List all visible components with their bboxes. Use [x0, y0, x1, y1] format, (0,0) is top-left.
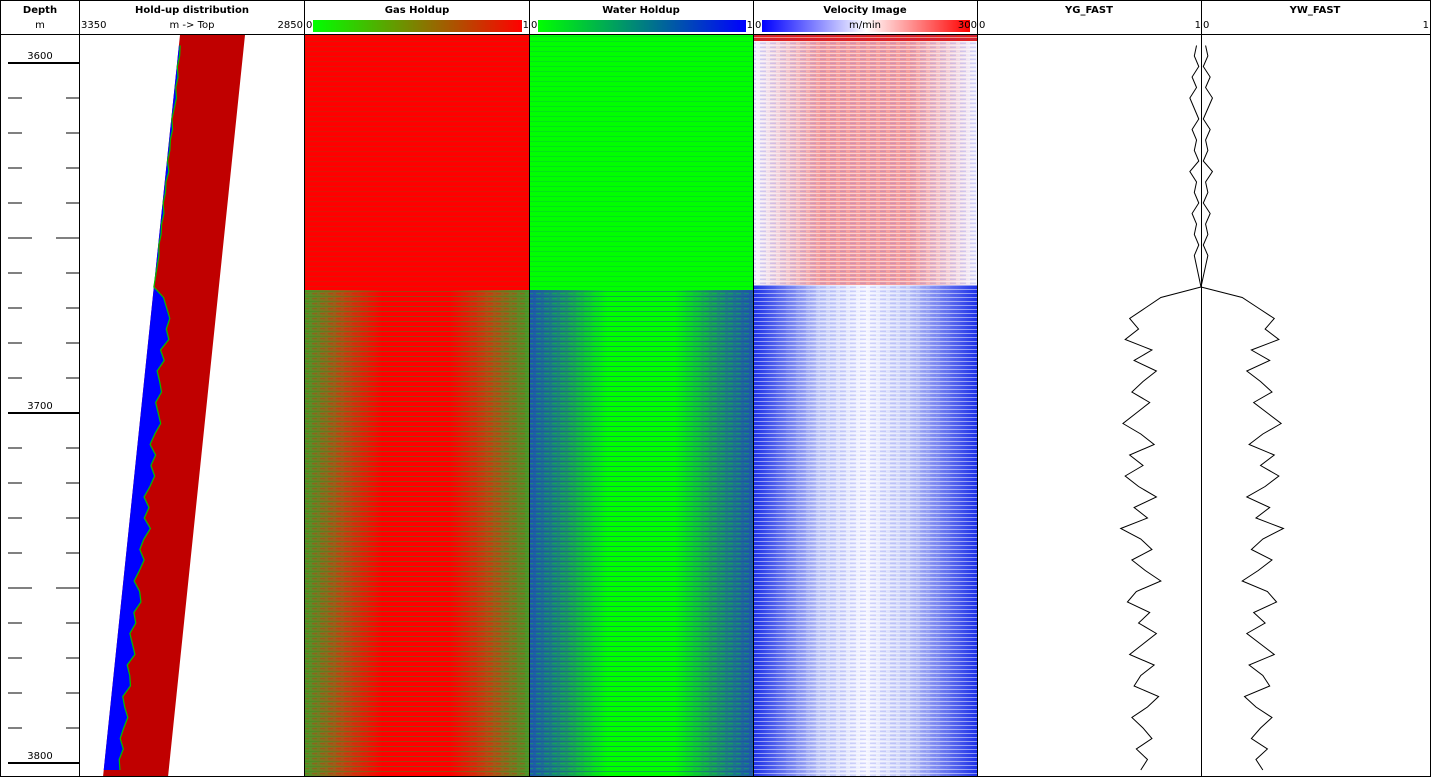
track-unit: m -> Top — [170, 20, 215, 31]
y-tick-label: 3600 — [27, 51, 52, 62]
track-unit: m — [35, 20, 45, 31]
curve — [1200, 45, 1285, 771]
plot-layer — [103, 35, 1285, 777]
water-boundary — [118, 45, 181, 771]
color-scale — [538, 20, 746, 32]
color-scale — [313, 20, 522, 32]
track-title: Gas Holdup — [385, 5, 450, 16]
track-title: YW_FAST — [1289, 5, 1341, 16]
scale-label: 0 — [306, 20, 312, 31]
scale-label: 1 — [747, 20, 753, 31]
scale-label: 0 — [979, 20, 985, 31]
scale-label: 0 — [531, 20, 537, 31]
scale-label: 0 — [755, 20, 761, 31]
track-title: Velocity Image — [823, 5, 906, 16]
track-title: YG_FAST — [1064, 5, 1113, 16]
scale-label: 300 — [958, 20, 977, 31]
scale-label: 1 — [1423, 20, 1429, 31]
track-title: Depth — [23, 5, 57, 16]
y-tick-label: 3800 — [27, 751, 52, 762]
curve — [1119, 45, 1202, 771]
velocity-image — [753, 35, 977, 777]
water-image — [529, 35, 753, 777]
y-tick-label: 3700 — [27, 401, 52, 412]
scale-label: 1 — [523, 20, 529, 31]
scale-label: 3350 — [81, 20, 106, 31]
scale-label: 0 — [1203, 20, 1209, 31]
scale-label: 1 — [1195, 20, 1201, 31]
track-title: Hold-up distribution — [135, 5, 249, 16]
color-scale — [762, 20, 970, 32]
scale-label: 2850 — [278, 20, 303, 31]
gas-image — [304, 35, 529, 777]
track-title: Water Holdup — [602, 5, 680, 16]
track-unit: m/min — [849, 20, 881, 31]
